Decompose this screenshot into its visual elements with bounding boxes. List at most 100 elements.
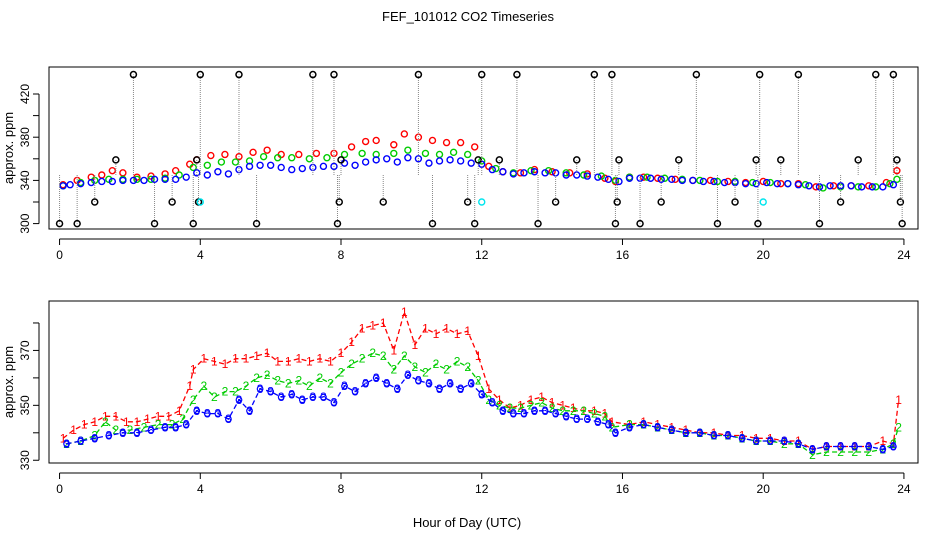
data-point	[193, 169, 201, 177]
data-point	[478, 160, 486, 168]
data-point	[175, 171, 183, 179]
data-point	[882, 178, 891, 187]
data-point	[225, 415, 232, 423]
y-axis-label: approx. ppm	[1, 346, 16, 418]
data-point-symbol: 3	[134, 426, 141, 440]
data-point	[608, 70, 616, 79]
data-point	[77, 437, 85, 445]
data-point-symbol: 3	[457, 382, 464, 396]
data-point	[55, 219, 64, 228]
data-point	[335, 198, 344, 206]
plot-frame	[48, 300, 919, 464]
data-point	[309, 393, 317, 401]
data-point	[372, 136, 380, 145]
data-point-symbol: 2	[169, 418, 176, 432]
data-point	[657, 175, 665, 184]
data-point	[277, 393, 285, 401]
data-point-symbol: 3	[236, 393, 243, 407]
data-point	[851, 443, 859, 450]
x-tick-label: 16	[616, 482, 630, 496]
data-point-symbol: 3	[352, 385, 359, 399]
data-point	[235, 165, 243, 174]
data-point-symbol: 2	[496, 398, 503, 412]
data-point-symbol: 1	[559, 398, 566, 412]
data-point	[640, 421, 647, 428]
data-point	[189, 163, 197, 172]
data-point	[98, 171, 106, 179]
data-point-symbol: 1	[464, 324, 471, 338]
data-point-symbol: 3	[654, 420, 661, 434]
data-point	[731, 198, 739, 206]
data-point-symbol: 2	[475, 374, 482, 388]
data-point	[214, 168, 222, 176]
data-point	[404, 146, 412, 154]
data-point	[886, 179, 894, 188]
x-tick-label: 0	[56, 482, 63, 496]
data-point-symbol: 2	[507, 401, 514, 415]
data-point	[478, 157, 486, 165]
data-point-symbol: 3	[489, 396, 496, 410]
y-axis-label: approx. ppm	[1, 112, 16, 184]
data-point-symbol: 2	[559, 404, 566, 418]
data-point-symbol: 2	[837, 445, 844, 459]
data-point-symbol: 2	[725, 429, 732, 443]
data-point	[361, 137, 370, 146]
data-point	[379, 198, 387, 206]
x-tick-label: 24	[897, 482, 911, 496]
data-point-symbol: 3	[552, 407, 559, 421]
data-point	[837, 443, 844, 450]
data-point-symbol: 1	[401, 305, 408, 319]
data-point	[636, 219, 644, 228]
data-point	[351, 161, 359, 169]
data-point	[492, 164, 500, 173]
data-point	[777, 179, 785, 188]
data-point	[246, 407, 253, 415]
data-point	[612, 429, 619, 437]
data-point-symbol: 3	[394, 382, 401, 396]
data-point-symbol: 2	[443, 363, 450, 377]
data-point	[794, 440, 802, 448]
data-point	[692, 70, 701, 79]
data-point	[889, 181, 898, 189]
data-point	[414, 133, 423, 141]
data-point-symbol: 1	[253, 349, 260, 363]
data-point-symbol: 1	[91, 415, 98, 429]
data-point	[449, 148, 458, 157]
data-point	[383, 379, 391, 387]
data-point-symbol: 2	[654, 420, 661, 434]
data-point-symbol: 1	[176, 404, 183, 418]
data-point	[696, 429, 704, 437]
data-point	[73, 219, 81, 228]
data-point	[119, 176, 127, 185]
data-point	[347, 143, 356, 151]
data-point-symbol: 1	[317, 352, 324, 366]
data-point-symbol: 2	[295, 374, 302, 388]
data-point	[611, 219, 620, 228]
data-point	[428, 219, 437, 228]
data-point-symbol: 1	[123, 415, 130, 429]
data-point	[615, 177, 623, 186]
data-point	[442, 138, 451, 147]
data-point	[467, 159, 475, 167]
data-point-symbol: 2	[285, 376, 292, 390]
data-point	[678, 176, 686, 185]
data-point	[333, 219, 342, 228]
y-tick-label: 380	[18, 127, 32, 147]
data-point	[147, 426, 155, 434]
data-point-symbol: 3	[162, 420, 169, 434]
data-point	[66, 181, 74, 189]
data-point	[590, 70, 599, 79]
data-point-symbol: 1	[190, 363, 197, 377]
data-point	[393, 385, 401, 393]
data-point	[531, 407, 538, 415]
data-point-symbol: 3	[373, 371, 380, 385]
x-tick-label: 8	[338, 482, 345, 496]
data-point-symbol: 1	[528, 393, 535, 407]
data-point	[267, 388, 275, 396]
data-point	[710, 432, 718, 439]
data-point	[657, 198, 665, 206]
data-point	[513, 70, 521, 79]
data-point	[277, 163, 285, 172]
data-point	[182, 173, 190, 181]
data-point-symbol: 3	[767, 434, 774, 448]
